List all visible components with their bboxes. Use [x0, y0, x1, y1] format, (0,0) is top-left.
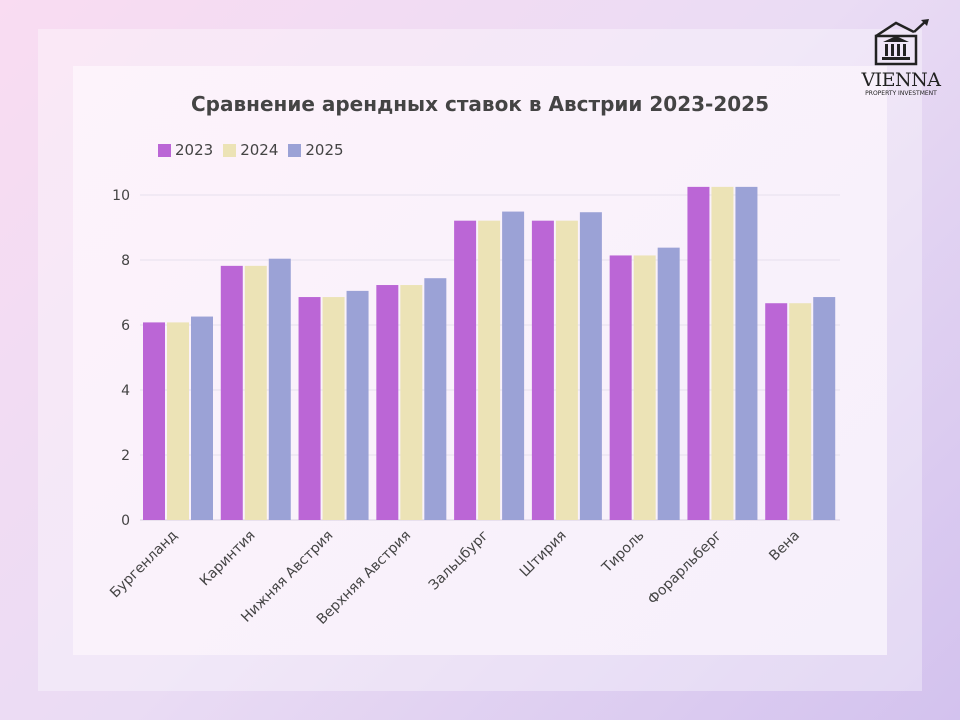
bar-2025	[424, 278, 447, 520]
logo-subtitle: PROPERTY INVESTMENT	[865, 90, 937, 97]
bar-2024	[167, 322, 189, 520]
bar-2025	[735, 186, 758, 520]
bar-2024	[244, 265, 267, 520]
bar-2023	[531, 220, 554, 521]
bar-2024	[711, 186, 734, 520]
x-tick-label: Вена	[766, 528, 803, 565]
y-tick-label: 2	[121, 448, 130, 464]
bar-2025	[268, 258, 291, 520]
bar-2025	[579, 212, 602, 520]
x-tick-label: Форарльберг	[645, 528, 725, 608]
bar-2025	[657, 247, 680, 520]
bar-2023	[298, 297, 321, 520]
bar-2024	[478, 220, 501, 521]
bar-2023	[687, 186, 710, 520]
y-tick-label: 8	[121, 253, 130, 269]
legend-swatch	[223, 143, 237, 157]
bar-2024	[322, 297, 345, 520]
bar-2024	[789, 303, 812, 520]
y-tick-label: 10	[112, 188, 130, 204]
x-tick-label: Штирия	[517, 528, 570, 581]
chart-title: Сравнение арендных ставок в Австрии 2023…	[190, 92, 770, 116]
bar-2023	[143, 322, 165, 520]
bar-2023	[220, 265, 243, 520]
legend-item-2024[interactable]: 2024	[223, 141, 278, 159]
bar-2023	[376, 285, 399, 520]
legend-item-2023[interactable]: 2023	[158, 141, 213, 159]
bar-2025	[191, 316, 213, 520]
legend-label: 2025	[305, 141, 344, 159]
x-tick-label: Каринтия	[197, 528, 259, 590]
bar-2024	[555, 220, 578, 521]
logo-name: VIENNA	[861, 69, 941, 91]
x-tick-label: Зальцбург	[426, 528, 492, 594]
bar-2024	[400, 285, 423, 520]
logo: VIENNA PROPERTY INVESTMENT	[856, 18, 946, 97]
legend: 2023 2024 2025	[158, 141, 344, 159]
legend-swatch	[288, 143, 302, 157]
legend-item-2025[interactable]: 2025	[288, 141, 344, 159]
bar-2023	[454, 220, 477, 521]
bar-2023	[609, 255, 632, 520]
bar-2025	[813, 297, 836, 520]
x-tick-label: Бургенланд	[107, 528, 181, 602]
legend-label: 2024	[240, 141, 279, 159]
bar-2023	[765, 303, 788, 520]
y-tick-label: 0	[121, 513, 130, 529]
y-tick-label: 6	[121, 318, 130, 334]
bar-2025	[346, 290, 369, 520]
building-arrow-icon	[874, 19, 929, 66]
x-tick-label: Тироль	[598, 528, 647, 577]
y-tick-label: 4	[121, 383, 130, 399]
legend-label: 2023	[175, 141, 214, 159]
bar-2025	[502, 211, 525, 520]
bar-2024	[633, 255, 656, 520]
legend-swatch	[158, 143, 171, 157]
